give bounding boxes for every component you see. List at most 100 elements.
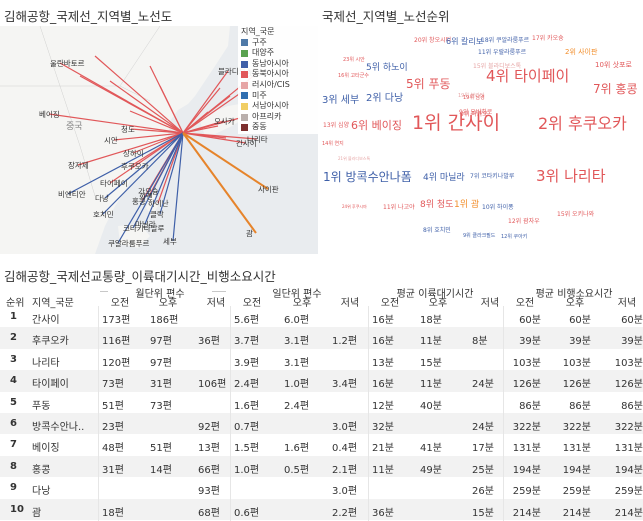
col-header-evening: 저녁 <box>617 298 637 309</box>
legend-item[interactable]: 러시아/CIS <box>241 80 315 91</box>
cloud-word[interactable]: 6위 베이징 <box>351 119 402 132</box>
table-row[interactable]: 1 간사이 173편 186편 5.6편 6.0편 16분 18분 60분 60분 60분 <box>0 306 643 327</box>
legend-item[interactable]: 서남아시아 <box>241 101 315 112</box>
cell-d-am: 3.7편 <box>234 336 260 348</box>
cloud-word[interactable]: 1위 괌 <box>454 200 480 210</box>
cloud-word[interactable]: 10위 삿포로 <box>595 61 632 69</box>
cloud-word[interactable]: 8위 호치민 <box>423 227 451 234</box>
route-line <box>144 132 184 225</box>
cloud-word[interactable]: 13위 심양 <box>323 122 350 129</box>
cloud-word[interactable]: 7위 코타키나발루 <box>470 173 515 180</box>
cloud-word[interactable]: 15위 블라디보스톡 <box>473 63 522 70</box>
cloud-word[interactable]: 15위 오키나와 <box>557 211 595 218</box>
route-rank-word-cloud[interactable]: 20위 창오시티 6위 칼리보 18위 쿠알라룸푸르 17위 카오슝 23위 시안 11위… <box>318 26 643 254</box>
cloud-word[interactable]: 14위 연지 <box>322 141 344 147</box>
cloud-word[interactable]: 8위 청도 <box>420 200 454 210</box>
cloud-word[interactable]: 3위 나리타 <box>536 167 606 185</box>
legend-item[interactable]: 대양주 <box>241 48 315 59</box>
legend-item[interactable]: 동북아시아 <box>241 69 315 80</box>
cloud-word[interactable]: 17위 카오슝 <box>532 35 564 42</box>
cloud-word[interactable]: 2위 다낭 <box>366 93 404 104</box>
cell-m-pm: 14편 <box>150 464 172 476</box>
route-line <box>157 132 184 204</box>
cloud-word[interactable]: 16위 고타군수 <box>338 73 369 79</box>
cloud-word[interactable]: 23위 시안 <box>343 57 365 63</box>
cell-f-am: 103분 <box>512 357 541 369</box>
table-row[interactable]: 3 나리타 120편 97편 3.9편 3.1편 13분 15분 103분 103분 103분 <box>0 349 643 370</box>
cell-m-am: 116편 <box>102 336 131 348</box>
table-row[interactable]: 7 베이징 48편 51편 13편 1.5편 1.6편 0.4편 21분 41분 17분 131분 13… <box>0 434 643 455</box>
map-place-label: 클락 <box>150 210 164 219</box>
cloud-word[interactable]: 9위 마카오 <box>460 111 488 118</box>
cell-f-evening: 60분 <box>621 315 643 326</box>
cell-f-evening: 259분 <box>614 486 643 498</box>
row-rank: 5 <box>10 396 17 408</box>
cloud-word[interactable]: 12위 쿠아키 <box>501 234 528 240</box>
cloud-word[interactable]: 6위 칼리보 <box>446 37 484 46</box>
cloud-word[interactable]: 10위 하이퐁 <box>482 204 514 211</box>
cell-f-evening: 322분 <box>614 422 643 433</box>
cloud-word[interactable]: 5위 푸동 <box>406 77 451 91</box>
cell-m-pm: 186편 <box>150 315 179 326</box>
cell-m-pm: 31편 <box>150 379 172 391</box>
table-row[interactable]: 8 홍콩 31편 14편 66편 1.0편 0.5편 2.1편 11분 49분 25분 194분 194… <box>0 455 643 478</box>
cloud-word[interactable]: 11위 우랄라룸푸르 <box>478 49 527 56</box>
map-place-label: 괌 <box>246 229 253 238</box>
col-header-evening: 저녁 <box>206 298 226 309</box>
cell-m-am: 48편 <box>102 443 124 455</box>
cloud-word[interactable]: 1위 방콕수안나폼 <box>323 170 412 184</box>
cell-t-pm: 11분 <box>420 379 442 391</box>
legend-item[interactable]: 아프리카 <box>241 112 315 123</box>
map-place-label: 장자제 <box>68 160 89 170</box>
cloud-word[interactable]: 11위 나고야 <box>383 204 415 211</box>
cloud-word[interactable]: 2위 후쿠오카 <box>538 114 627 133</box>
route-line <box>94 55 184 134</box>
cloud-word[interactable]: 19위 남경 <box>463 95 485 101</box>
route-line <box>159 132 184 215</box>
route-map[interactable]: 울란바토르베이징블라디보스톡삿포로중국시안청도오사카나리타간사이장자제상하이후쿠… <box>0 25 318 254</box>
cell-d-am: 0.7편 <box>234 422 260 433</box>
cloud-word[interactable]: 4위 타이페이 <box>486 67 570 85</box>
table-row[interactable]: 2 후쿠오카 116편 97편 36편 3.7편 3.1편 1.2편 16분 11분 8분 39분 39… <box>0 327 643 349</box>
cell-t-am: 16분 <box>372 379 394 391</box>
table-row[interactable]: 10 괌 18편 68편 0.6편 2.2편 36분 15분 214분 214분 214분 <box>0 498 643 520</box>
cell-t-am: 21분 <box>372 443 394 455</box>
cloud-word[interactable]: 20위 창오시티 <box>414 37 452 44</box>
cell-d-am: 3.9편 <box>234 357 260 369</box>
map-place-label: 홍콩 <box>132 196 146 206</box>
cloud-word[interactable]: 5위 하노이 <box>366 63 408 73</box>
map-place-label: 화롄 <box>139 191 153 201</box>
legend-item[interactable]: 구주 <box>241 38 315 49</box>
cloud-word[interactable]: 19위 블라디 <box>458 93 485 99</box>
cloud-word[interactable]: 9위 클라크필드 <box>463 233 496 239</box>
legend-item[interactable]: 중동 <box>241 122 315 133</box>
cloud-word[interactable]: 3위 세부 <box>322 95 360 106</box>
legend-swatch <box>241 102 248 110</box>
cloud-word[interactable]: 1위 간사이 <box>412 112 501 134</box>
row-name: 후쿠오카 <box>32 336 69 348</box>
table-row[interactable]: 9 다낭 93편 3.0편 26분 259분 259분 259분 <box>0 477 643 498</box>
traffic-table: 월단위 편수 일단위 편수 평균 이륙대기시간 평균 비행소요시간 순위 지역_… <box>0 284 643 521</box>
cloud-word[interactable]: 4위 마닐라 <box>423 173 465 183</box>
table-row[interactable]: 6 방콕수안나.. 23편 92편 0.7편 3.0편 32분 24분 322분 322분 322분 <box>0 413 643 435</box>
cloud-word[interactable]: 12위 괌자우 <box>508 218 540 225</box>
map-place-label: 청도 <box>121 125 135 134</box>
cloud-word[interactable]: 2위 사이판 <box>565 48 598 56</box>
map-legend: 지역_국문 구주 대양주 동남아시아 동북아시아 러시아/CIS 미주 서남아시아 아프리카 중… <box>238 26 318 134</box>
cloud-word[interactable]: 7위 홍콩 <box>593 82 638 96</box>
legend-item[interactable]: 동남아시아 <box>241 59 315 70</box>
cloud-word[interactable]: 18위 쿠알라룸푸르 <box>481 37 530 44</box>
cloud-word[interactable]: 24위 후쿠시마 <box>342 204 367 209</box>
cell-f-am: 214분 <box>512 507 541 519</box>
route-line <box>182 91 243 134</box>
cell-m-evening: 93편 <box>198 486 220 498</box>
cell-t-evening: 17분 <box>472 443 494 455</box>
cell-t-am: 32분 <box>372 422 394 433</box>
table-row[interactable]: 4 타이페이 73편 31편 106편 2.4편 1.0편 3.4편 16분 11분 24분 126분… <box>0 370 643 392</box>
table-row[interactable]: 5 푸동 51편 73편 1.6편 2.4편 12분 40분 86분 86분 86분 <box>0 392 643 413</box>
cell-f-pm: 39분 <box>569 336 591 348</box>
legend-item[interactable]: 미주 <box>241 91 315 102</box>
cell-f-pm: 60분 <box>569 315 591 326</box>
cloud-word[interactable]: 9위 오비히로 <box>459 109 493 116</box>
cloud-word[interactable]: 21위 블라디보스톡 <box>338 156 371 161</box>
